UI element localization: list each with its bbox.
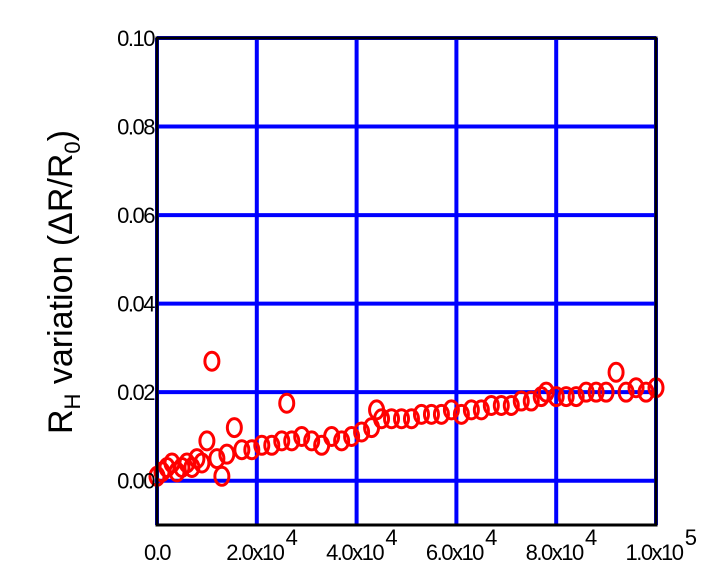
data-point xyxy=(263,434,281,456)
data-point xyxy=(607,361,625,383)
data-point xyxy=(203,350,221,372)
data-point xyxy=(587,381,605,403)
y-axis-label: RH variation (ΔR/R0) xyxy=(42,130,85,434)
y-axis-label-subscript: H xyxy=(60,394,85,410)
data-point xyxy=(208,448,226,470)
data-point xyxy=(323,425,341,447)
data-point xyxy=(303,430,321,452)
data-point xyxy=(472,399,490,421)
y-tick-label: 0.04 xyxy=(117,292,155,317)
data-point xyxy=(278,392,296,414)
data-point xyxy=(452,403,470,425)
x-tick-label: 2.0x10 xyxy=(226,540,284,565)
data-point xyxy=(597,381,615,403)
x-tick-label: 1.0x10 xyxy=(625,540,683,565)
x-tick-exponent: 4 xyxy=(585,525,597,550)
data-points xyxy=(148,350,665,487)
data-point xyxy=(462,399,480,421)
x-tick-exponent: 5 xyxy=(685,525,697,550)
data-point xyxy=(225,417,243,439)
y-tick-label: 0.10 xyxy=(117,26,155,51)
data-point xyxy=(283,430,301,452)
data-point xyxy=(502,394,520,416)
data-point xyxy=(522,390,540,412)
data-point xyxy=(547,386,565,408)
data-point xyxy=(218,443,236,465)
y-tick-label: 0.02 xyxy=(117,380,155,405)
data-point xyxy=(193,452,211,474)
data-point xyxy=(233,439,251,461)
data-point xyxy=(412,403,430,425)
data-point xyxy=(442,399,460,421)
data-point xyxy=(577,381,595,403)
data-point xyxy=(637,381,655,403)
y-axis-label-part: variation (ΔR/R xyxy=(42,154,80,394)
x-tick-label: 8.0x10 xyxy=(526,540,584,565)
x-tick-label: 4.0x10 xyxy=(326,540,384,565)
data-point xyxy=(402,408,420,430)
data-point xyxy=(482,394,500,416)
data-point xyxy=(537,381,555,403)
data-point xyxy=(512,390,530,412)
y-tick-label: 0.00 xyxy=(117,469,155,494)
plot-frame xyxy=(155,36,658,527)
y-tick-label: 0.06 xyxy=(117,203,155,228)
y-axis-label-part: ) xyxy=(42,130,80,141)
data-point xyxy=(422,403,440,425)
x-tick-exponent: 4 xyxy=(485,525,497,550)
data-point xyxy=(333,430,351,452)
data-point xyxy=(557,386,575,408)
data-point xyxy=(432,403,450,425)
labels: 0.000.020.040.060.080.100.0 2.0x1044.0x10… xyxy=(42,26,698,565)
x-tick-exponent: 4 xyxy=(385,525,397,550)
data-point xyxy=(492,394,510,416)
y-axis-label-subscript: 0 xyxy=(60,141,85,153)
y-tick-label: 0.08 xyxy=(117,115,155,140)
grid xyxy=(155,36,658,525)
data-point xyxy=(273,430,291,452)
data-point xyxy=(617,381,635,403)
data-point xyxy=(393,408,411,430)
data-point xyxy=(373,408,391,430)
data-point xyxy=(253,434,271,456)
data-point xyxy=(343,425,361,447)
data-point xyxy=(243,439,261,461)
data-point xyxy=(627,377,645,399)
data-point xyxy=(567,386,585,408)
y-axis-label-part: R xyxy=(42,409,80,434)
data-point xyxy=(383,408,401,430)
data-point xyxy=(213,465,231,487)
x-tick-label: 0.0 xyxy=(144,540,171,565)
x-tick-label: 6.0x10 xyxy=(426,540,484,565)
x-tick-exponent: 4 xyxy=(286,525,298,550)
data-point xyxy=(293,425,311,447)
data-point xyxy=(198,430,216,452)
data-point xyxy=(353,421,371,443)
